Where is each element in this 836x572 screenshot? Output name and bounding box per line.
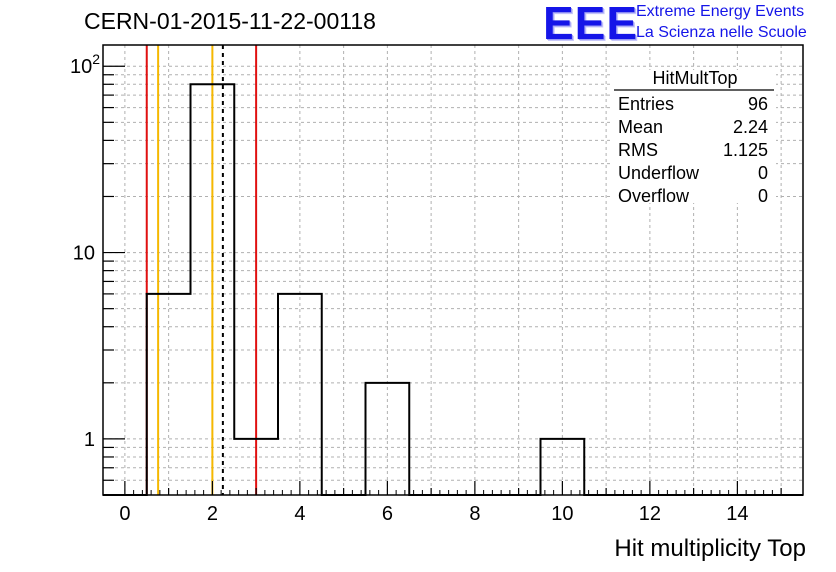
x-tick-label: 4: [294, 503, 305, 525]
x-tick-label: 0: [119, 503, 130, 525]
stats-box: HitMultTop Entries 96 Mean 2.24 RMS 1.125 Unde…: [610, 68, 776, 206]
x-tick-label: 12: [639, 503, 661, 525]
x-tick-label: 10: [551, 503, 573, 525]
logo-line-2: La Scienza nelle Scuole: [636, 24, 807, 41]
stats-value: 96: [748, 94, 768, 114]
x-tick-label: 8: [469, 503, 480, 525]
x-axis-title: Hit multiplicity Top: [614, 535, 806, 562]
y-tick-label: 10: [73, 243, 95, 265]
run-title: CERN-01-2015-11-22-00118: [84, 8, 376, 34]
stats-label: Underflow: [618, 163, 700, 183]
stats-label: Entries: [618, 94, 674, 114]
x-tick-label: 14: [726, 503, 748, 525]
stats-value: 1.125: [723, 140, 768, 160]
y-tick-label: 1: [84, 429, 95, 451]
stats-label: Mean: [618, 117, 663, 137]
stats-title: HitMultTop: [652, 68, 737, 88]
stats-value: 0: [758, 186, 768, 206]
x-tick-label: 6: [382, 503, 393, 525]
y-tick-label: 102: [70, 51, 100, 78]
axis-tick-labels: 0 2 4 6 8 10 12 14 1 10 102: [70, 51, 749, 525]
stats-label: Overflow: [618, 186, 690, 206]
marker-lines: [145, 45, 258, 495]
axis-ticks: [103, 65, 782, 496]
x-tick-label: 2: [207, 503, 218, 525]
plot-frame: [102, 44, 804, 496]
logo-line-1: Extreme Energy Events: [636, 3, 805, 20]
stats-box-background: [610, 70, 776, 203]
stats-value: 2.24: [733, 117, 768, 137]
eee-logo: EEE: [543, 0, 639, 49]
stats-label: RMS: [618, 140, 658, 160]
stats-value: 0: [758, 163, 768, 183]
